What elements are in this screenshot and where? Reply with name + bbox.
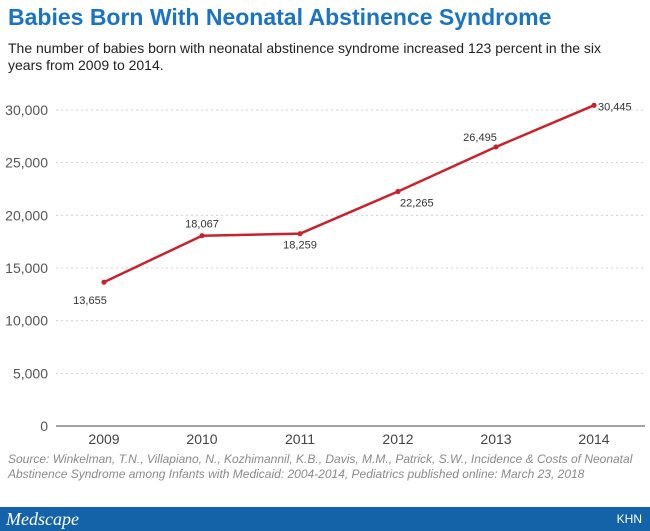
data-point — [395, 188, 401, 195]
y-tick-label: 10,000 — [5, 313, 48, 329]
x-tick-label: 2011 — [285, 431, 315, 447]
x-tick-label: 2014 — [578, 431, 609, 447]
data-label: 13,655 — [73, 295, 107, 307]
y-tick-label: 0 — [40, 418, 48, 434]
data-point — [101, 279, 107, 285]
y-tick-label: 25,000 — [5, 155, 48, 171]
data-label: 18,259 — [283, 240, 317, 252]
data-point — [297, 231, 303, 237]
x-tick-label: 2010 — [186, 431, 217, 447]
y-tick-label: 15,000 — [5, 260, 48, 276]
footer-bar: Medscape KHN — [0, 507, 650, 531]
chart-title: Babies Born With Neonatal Abstinence Syn… — [8, 4, 552, 30]
y-tick-label: 30,000 — [5, 102, 48, 118]
chart-subtitle: The number of babies born with neonatal … — [8, 40, 602, 73]
x-tick-label: 2009 — [88, 431, 119, 447]
data-label: 30,445 — [598, 101, 632, 113]
khn-label: KHN — [616, 512, 642, 526]
source-note: Source: Winkelman, T.N., Villapiano, N.,… — [8, 452, 633, 481]
data-point — [199, 233, 205, 239]
x-tick-label: 2013 — [480, 431, 511, 447]
data-label: 22,265 — [400, 197, 434, 209]
medscape-logo[interactable]: Medscape — [6, 509, 79, 529]
x-tick-label: 2012 — [382, 431, 413, 447]
data-point — [591, 102, 597, 108]
line-chart: 0 5,000 10,000 15,000 20,000 25,000 30,000 2009… — [5, 101, 645, 447]
data-label: 18,067 — [185, 219, 219, 231]
data-label: 26,495 — [463, 132, 497, 144]
series-line — [103, 104, 595, 284]
data-point — [493, 144, 499, 150]
y-tick-label: 5,000 — [13, 365, 48, 381]
y-tick-label: 20,000 — [5, 207, 48, 223]
